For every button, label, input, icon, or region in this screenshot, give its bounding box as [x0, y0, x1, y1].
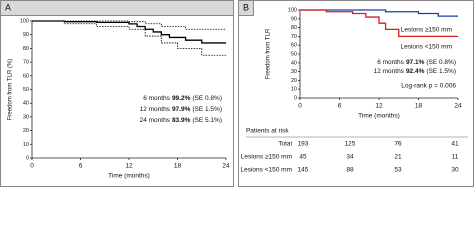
y-tick-label: 40 [291, 60, 297, 66]
y-tick-label: 20 [23, 128, 29, 134]
risk-count: 53 [394, 167, 402, 174]
y-axis-title: Freedom from TLR (%) [8, 59, 14, 121]
text-part: (SE 1.5%) [426, 68, 456, 75]
text-part: 99.2% [172, 95, 191, 102]
estimate-annotation: 6 months 99.2% (SE 0.8%) [143, 95, 222, 102]
text-part: 12 months [140, 106, 171, 113]
y-tick-label: 60 [291, 43, 297, 49]
x-tick-label: 24 [222, 163, 230, 170]
text-part: 6 months [377, 59, 404, 66]
x-tick-label: 6 [79, 163, 83, 170]
y-tick-label: 50 [291, 51, 297, 57]
y-tick-label: 0 [294, 95, 297, 101]
y-tick-label: 20 [291, 78, 297, 84]
y-tick-label: 70 [23, 60, 29, 66]
x-tick-label: 6 [338, 103, 342, 110]
text-part: (SE 1.5%) [192, 106, 222, 113]
test-annotation: Log-rank p = 0.006 [401, 83, 456, 90]
y-tick-label: 30 [291, 69, 297, 75]
x-tick-label: 12 [375, 103, 383, 110]
y-tick-label: 80 [23, 46, 29, 52]
x-tick-label: 0 [298, 103, 302, 110]
y-tick-label: 70 [291, 34, 297, 40]
risk-count: 88 [346, 167, 354, 174]
x-tick-label: 24 [454, 103, 462, 110]
x-axis-title: Time (months) [108, 173, 150, 180]
panel-b-header [238, 0, 254, 16]
risk-count: 30 [451, 167, 459, 174]
y-tick-label: 100 [20, 18, 29, 24]
risk-row-label: Total [278, 141, 292, 148]
text-part: 97.1% [406, 59, 425, 66]
text-part: 12 months [374, 68, 405, 75]
text-part: 24 months [140, 117, 171, 124]
km-curve [32, 20, 226, 56]
text-part: 97.9% [172, 106, 191, 113]
panel-label: A [5, 2, 11, 12]
estimate-annotation: 12 months 97.9% (SE 1.5%) [140, 106, 222, 113]
y-tick-label: 100 [288, 7, 297, 13]
x-axis-title: Time (months) [358, 113, 400, 120]
km-curve [300, 9, 458, 17]
estimate-annotation: 24 months 83.9% (SE 5.1%) [140, 117, 222, 124]
y-tick-label: 80 [291, 25, 297, 31]
risk-count: 45 [299, 154, 307, 161]
text-part: 6 months [143, 95, 170, 102]
y-tick-label: 50 [23, 87, 29, 93]
risk-count: 76 [394, 141, 402, 148]
panel-label: B [243, 2, 249, 12]
text-part: 92.4% [406, 68, 425, 75]
y-tick-label: 10 [23, 142, 29, 148]
estimate-annotation: 6 months 97.1% (SE 0.8%) [377, 59, 456, 66]
panel-a-frame [0, 0, 234, 187]
text-part: (SE 0.8%) [426, 59, 456, 66]
risk-count: 34 [346, 154, 354, 161]
y-axis-title: Freedom from TLR [266, 28, 272, 79]
risk-count: 145 [298, 167, 309, 174]
risk-table-title: Patients at risk [246, 128, 289, 135]
km-curve [32, 20, 226, 30]
text-part: 83.9% [172, 117, 191, 124]
y-tick-label: 0 [26, 155, 29, 161]
estimate-annotation: 12 months 92.4% (SE 1.5%) [374, 68, 456, 75]
risk-row-label: Lesions <150 mm [241, 167, 293, 174]
km-curve [32, 20, 226, 44]
risk-count: 21 [394, 154, 402, 161]
x-tick-label: 18 [174, 163, 182, 170]
y-tick-label: 60 [23, 73, 29, 79]
x-tick-label: 12 [125, 163, 133, 170]
y-tick-label: 30 [23, 114, 29, 120]
y-tick-label: 90 [291, 16, 297, 22]
risk-count: 41 [451, 141, 459, 148]
text-part: (SE 5.1%) [192, 117, 222, 124]
risk-count: 125 [345, 141, 356, 148]
risk-count: 193 [298, 141, 309, 148]
y-tick-label: 40 [23, 101, 29, 107]
risk-count: 11 [452, 154, 459, 161]
text-part: (SE 0.8%) [192, 95, 222, 102]
x-tick-label: 18 [415, 103, 423, 110]
series-label: Lesions <150 mm [401, 44, 453, 51]
risk-row-label: Lesions ≥150 mm [241, 154, 292, 161]
y-tick-label: 10 [291, 87, 297, 93]
x-tick-label: 0 [30, 163, 34, 170]
series-label: Lesions ≥150 mm [401, 27, 452, 34]
km-curve [300, 9, 458, 38]
panel-a-header [0, 0, 234, 16]
y-tick-label: 90 [23, 32, 29, 38]
